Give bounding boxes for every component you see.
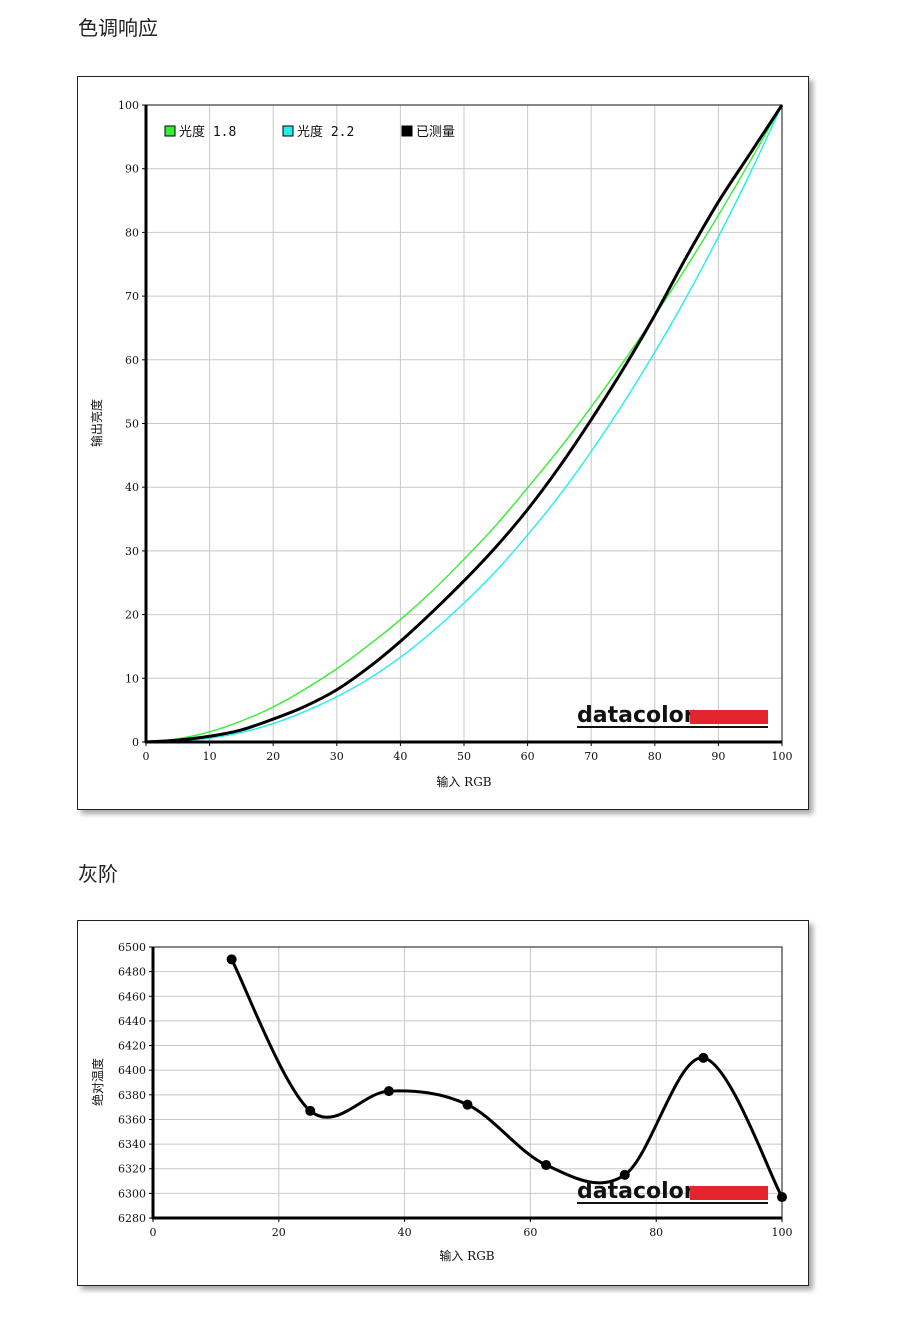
y-tick-label: 10 xyxy=(125,672,139,685)
gray-axes xyxy=(151,946,783,1220)
y-tick-label: 6280 xyxy=(118,1212,146,1225)
data-point xyxy=(462,1099,473,1110)
datacolor-logo-bar xyxy=(690,710,768,724)
y-tick-label: 40 xyxy=(125,481,139,494)
datacolor-logo-underline xyxy=(577,726,768,728)
x-tick-label: 90 xyxy=(711,750,725,763)
data-point xyxy=(226,954,237,965)
legend-swatch xyxy=(282,125,294,137)
tone-y-axis-title: 输出亮度 xyxy=(89,399,104,447)
tone-response-title: 色调响应 xyxy=(78,16,158,40)
y-tick-label: 80 xyxy=(125,226,139,239)
tone-legend: 光度 1.8 光度 2.2 已测量 xyxy=(164,124,455,140)
gray-ticks: 0 20 40 60 80 100 6280 6300 6320 6340 6360 6380 6400… xyxy=(118,941,793,1239)
grayscale-svg: 0 20 40 60 80 100 6280 6300 6320 6340 6360 6380 6400… xyxy=(90,941,793,1263)
x-tick-label: 20 xyxy=(266,750,280,763)
y-tick-label: 60 xyxy=(125,354,139,367)
x-tick-label: 40 xyxy=(398,1226,412,1239)
x-tick-label: 100 xyxy=(772,1226,793,1239)
plot-border xyxy=(152,946,783,1219)
y-tick-label: 70 xyxy=(125,290,139,303)
y-tick-label: 6400 xyxy=(118,1064,146,1077)
y-tick-label: 6440 xyxy=(118,1015,146,1028)
data-point xyxy=(698,1052,709,1063)
x-tick-label: 80 xyxy=(648,750,662,763)
y-tick-label: 6480 xyxy=(118,966,146,979)
x-tick-label: 10 xyxy=(203,750,217,763)
tone-response-chart: 0 10 20 30 40 50 60 70 80 90 100 0 10 20 30 40 50 60 70 80 9… xyxy=(77,76,809,810)
x-tick-label: 30 xyxy=(330,750,344,763)
y-tick-label: 6340 xyxy=(118,1138,146,1151)
y-tick-label: 6420 xyxy=(118,1040,146,1053)
legend-swatch xyxy=(401,125,413,137)
x-tick-label: 40 xyxy=(393,750,407,763)
x-tick-label: 60 xyxy=(523,1226,537,1239)
x-tick-label: 80 xyxy=(649,1226,663,1239)
series-line xyxy=(145,104,784,744)
datacolor-logo-text: datacolor xyxy=(577,1179,695,1204)
x-tick-label: 0 xyxy=(143,750,150,763)
y-tick-label: 6320 xyxy=(118,1163,146,1176)
x-tick-label: 70 xyxy=(584,750,598,763)
y-tick-label: 100 xyxy=(118,99,139,112)
data-point xyxy=(383,1086,394,1097)
gray-series xyxy=(226,954,787,1203)
data-point xyxy=(619,1169,630,1180)
series-line xyxy=(145,104,783,743)
gray-y-axis-title: 绝对温度 xyxy=(90,1058,105,1106)
legend-label: 已测量 xyxy=(416,125,455,140)
y-tick-label: 6380 xyxy=(118,1089,146,1102)
y-tick-label: 0 xyxy=(132,736,139,749)
data-point xyxy=(541,1160,552,1171)
y-tick-label: 6500 xyxy=(118,941,146,954)
y-tick-label: 6300 xyxy=(118,1187,146,1200)
grayscale-title: 灰阶 xyxy=(78,862,118,886)
legend-swatch xyxy=(164,125,176,137)
series-line xyxy=(230,958,784,1198)
legend-label: 光度 2.2 xyxy=(297,124,354,140)
legend-label: 光度 1.8 xyxy=(179,124,236,140)
y-tick-label: 6360 xyxy=(118,1113,146,1126)
x-tick-label: 50 xyxy=(457,750,471,763)
gray-x-axis-title: 输入 RGB xyxy=(439,1248,494,1263)
tone-x-axis-title: 输入 RGB xyxy=(436,774,491,789)
tone-ticks: 0 10 20 30 40 50 60 70 80 90 100 0 10 20 30 40 50 60 70 80 9… xyxy=(118,99,793,763)
datacolor-logo-text: datacolor xyxy=(577,703,695,728)
data-point xyxy=(305,1105,316,1116)
datacolor-logo-underline xyxy=(577,1202,768,1204)
datacolor-logo: datacolor xyxy=(577,703,768,728)
datacolor-logo-bar xyxy=(690,1186,768,1200)
y-tick-label: 90 xyxy=(125,163,139,176)
y-tick-label: 30 xyxy=(125,545,139,558)
grayscale-chart: 0 20 40 60 80 100 6280 6300 6320 6340 6360 6380 6400… xyxy=(77,920,809,1286)
x-tick-label: 20 xyxy=(272,1226,286,1239)
datacolor-logo: datacolor xyxy=(577,1179,768,1204)
tone-series xyxy=(145,104,784,744)
y-tick-label: 20 xyxy=(125,609,139,622)
y-tick-label: 50 xyxy=(125,418,139,431)
y-tick-label: 6460 xyxy=(118,990,146,1003)
tone-response-svg: 0 10 20 30 40 50 60 70 80 90 100 0 10 20 30 40 50 60 70 80 9… xyxy=(89,99,793,789)
series-line xyxy=(145,104,783,743)
x-tick-label: 100 xyxy=(772,750,793,763)
x-tick-label: 0 xyxy=(150,1226,157,1239)
x-tick-label: 60 xyxy=(521,750,535,763)
gray-grid xyxy=(152,946,783,1219)
tone-grid xyxy=(145,104,783,743)
